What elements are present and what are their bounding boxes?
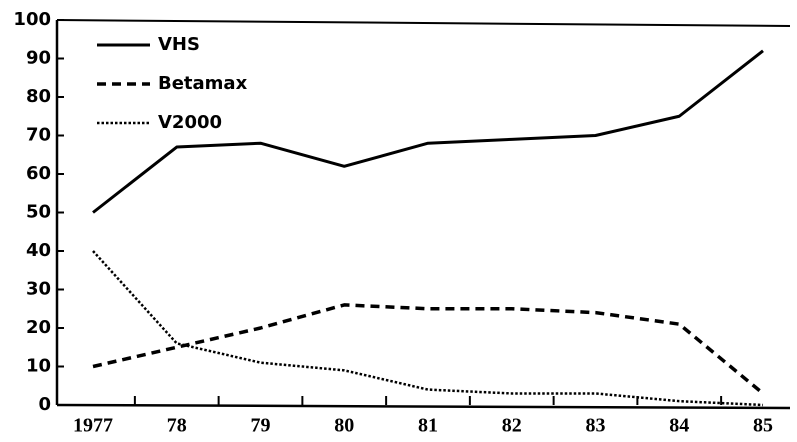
y-tick-label: 100 (13, 9, 51, 30)
y-tick-label: 30 (26, 279, 51, 300)
legend-label: V2000 (158, 112, 222, 133)
x-tick-label: 85 (753, 415, 773, 437)
y-tick-label: 60 (26, 163, 51, 184)
x-tick-label: 82 (502, 415, 522, 437)
x-tick-label: 81 (418, 415, 438, 437)
legend-label: VHS (158, 34, 200, 55)
x-tick-label: 83 (586, 415, 606, 437)
y-tick-label: 40 (26, 240, 51, 261)
x-tick-label: 84 (669, 415, 689, 437)
series-line (92, 303, 765, 395)
series-line (92, 250, 764, 407)
x-tick-label: 80 (334, 415, 354, 437)
frame-top (56, 19, 791, 27)
x-tick-label: 79 (251, 415, 271, 437)
legend-label: Betamax (158, 73, 248, 94)
y-tick-label: 10 (26, 356, 51, 377)
y-tick-label: 0 (38, 394, 51, 415)
y-tick-label: 70 (26, 125, 51, 146)
y-tick-label: 90 (26, 48, 51, 69)
series-line (92, 49, 764, 214)
x-axis (56, 403, 791, 410)
y-tick-label: 20 (26, 317, 51, 338)
x-tick-label: 1977 (73, 415, 113, 437)
x-tick-label: 78 (167, 415, 187, 437)
y-tick-label: 50 (26, 202, 51, 223)
y-tick-label: 80 (26, 86, 51, 107)
